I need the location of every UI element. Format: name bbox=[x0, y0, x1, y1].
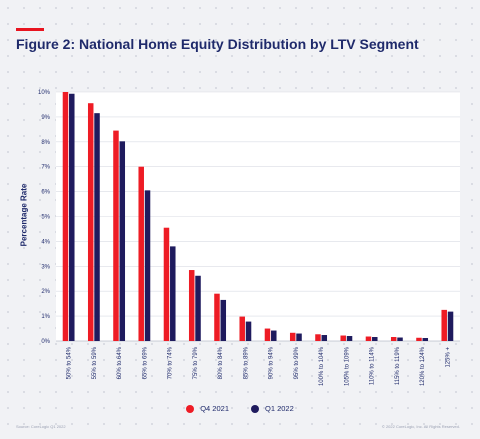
x-tick-label: 90% to 94% bbox=[269, 346, 275, 379]
source-note: Source: CoreLogic Q1 2022 bbox=[16, 424, 66, 429]
bar-q1-2022 bbox=[447, 311, 454, 341]
x-tick-label: 70% to 74% bbox=[168, 346, 174, 379]
y-tick-label: 3% bbox=[41, 264, 50, 270]
bar-q4-2021 bbox=[163, 227, 170, 341]
bar-q4-2021 bbox=[365, 336, 372, 341]
x-tick-label: 115% to 119% bbox=[395, 346, 401, 385]
bar-q4-2021 bbox=[113, 130, 119, 341]
x-tick-label: 55% to 59% bbox=[92, 346, 98, 379]
y-tick-label: 4% bbox=[41, 239, 50, 245]
bar-q4-2021 bbox=[340, 335, 346, 341]
copyright-note: © 2022 CoreLogic, Inc. All Rights Reserv… bbox=[381, 424, 460, 429]
bar-q1-2022 bbox=[271, 330, 277, 341]
bar-q1-2022 bbox=[422, 338, 429, 341]
bar-q1-2022 bbox=[170, 246, 176, 341]
bar-q1-2022 bbox=[144, 190, 151, 341]
bar-q1-2022 bbox=[346, 336, 353, 341]
bar-q1-2022 bbox=[195, 275, 201, 341]
bar-q4-2021 bbox=[390, 337, 397, 341]
bar-q4-2021 bbox=[315, 334, 321, 341]
legend-item-q4-2021: Q4 2021 bbox=[186, 404, 229, 413]
y-tick-label: 10% bbox=[38, 90, 51, 96]
bar-q1-2022 bbox=[397, 337, 403, 341]
x-tick-label: 80% to 84% bbox=[218, 346, 224, 379]
bar-chart: 0% 1% 2% 3% 4% 5% 6% 7% 8% 9% 10% 50% to 54% 55% to … bbox=[38, 90, 460, 386]
legend-swatch-q1-2022 bbox=[251, 404, 259, 413]
legend-swatch-q4-2021 bbox=[186, 404, 195, 413]
y-tick-label: 8% bbox=[41, 140, 50, 146]
bar-q4-2021 bbox=[138, 166, 144, 341]
legend-item-q1-2022: Q1 2022 bbox=[251, 404, 294, 413]
y-tick-label: 6% bbox=[41, 190, 50, 196]
x-tick-label: 65% to 69% bbox=[142, 346, 148, 379]
bar-q4-2021 bbox=[188, 270, 195, 341]
bar-q1-2022 bbox=[321, 335, 328, 341]
x-tick-label: 125% + bbox=[445, 347, 451, 368]
x-tick-label: 110% to 114% bbox=[370, 346, 376, 385]
bar-q1-2022 bbox=[94, 113, 100, 341]
chart-title: Figure 2: National Home Equity Distribut… bbox=[16, 36, 419, 52]
bar-q4-2021 bbox=[239, 316, 245, 341]
bar-q1-2022 bbox=[220, 299, 227, 341]
bar-q1-2022 bbox=[372, 337, 378, 341]
bar-q4-2021 bbox=[416, 337, 422, 341]
bar-q4-2021 bbox=[214, 293, 220, 341]
bar-q1-2022 bbox=[69, 93, 75, 341]
legend: Q4 2021 Q1 2022 bbox=[0, 404, 480, 413]
bar-q4-2021 bbox=[87, 103, 94, 341]
legend-label-q4-2021: Q4 2021 bbox=[200, 404, 229, 413]
y-tick-label: 7% bbox=[41, 165, 50, 171]
x-tick-label: 85% to 89% bbox=[243, 346, 249, 379]
x-tick-label: 100% to 104% bbox=[319, 346, 325, 386]
bar-q4-2021 bbox=[289, 332, 296, 341]
y-tick-label: 9% bbox=[41, 115, 50, 121]
bar-q1-2022 bbox=[119, 141, 126, 341]
bar-q1-2022 bbox=[296, 333, 302, 341]
x-tick-label: 60% to 64% bbox=[117, 346, 123, 379]
bar-q4-2021 bbox=[62, 92, 69, 341]
bar-q1-2022 bbox=[245, 321, 252, 341]
y-tick-label: 1% bbox=[41, 314, 50, 320]
x-tick-label: 95% to 99% bbox=[294, 346, 300, 379]
legend-label-q1-2022: Q1 2022 bbox=[265, 404, 294, 413]
y-tick-label: 0% bbox=[41, 339, 50, 345]
y-tick-label: 2% bbox=[41, 289, 50, 295]
x-tick-label: 75% to 79% bbox=[193, 346, 199, 379]
bar-q4-2021 bbox=[441, 309, 447, 341]
y-tick-label: 5% bbox=[41, 215, 50, 221]
x-tick-label: 50% to 54% bbox=[67, 346, 73, 379]
title-accent-bar bbox=[16, 28, 44, 31]
bar-q4-2021 bbox=[264, 328, 271, 341]
x-tick-label: 120% to 124% bbox=[420, 346, 426, 386]
x-tick-label: 105% to 109% bbox=[344, 346, 350, 386]
